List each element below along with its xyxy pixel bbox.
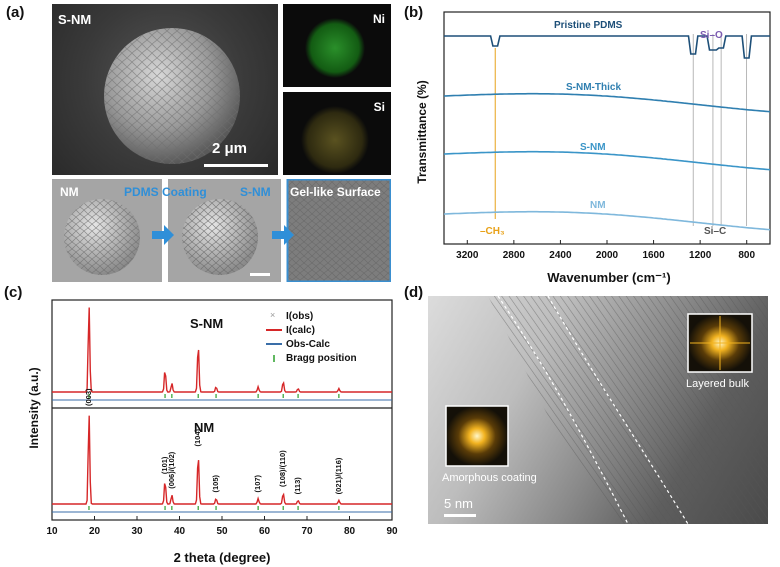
legend-label-calc: I(calc) [286,325,315,336]
si-map-label: Si [373,100,385,114]
xrd-peak-label: (113) [293,477,302,495]
bottom-snm-label: S-NM [240,185,271,199]
xrd-chart: 10 20 30 40 50 60 70 80 90 (003) (101)(006)/(102) (… [27,299,398,565]
xrd-xtick-label: 20 [89,526,101,537]
panel-b-letter: (b) [404,4,424,21]
scale-bar-label: 2 μm [212,140,248,157]
sem-main-image: S-NM 2 μm [52,4,278,175]
xrd-xtick-label: 80 [344,526,356,537]
ftir-annot-sic: Si–C [704,226,726,237]
fft-left [445,405,509,467]
panel-a-letter: (a) [6,4,25,21]
xrd-xtick-label: 90 [386,526,398,537]
ftir-xtick-label: 2000 [596,250,619,261]
sem-main-label: S-NM [58,12,92,27]
ftir-xtick-label: 3200 [456,250,479,261]
xrd-xtick-label: 10 [46,526,58,537]
xrd-xtick-label: 40 [174,526,186,537]
legend-marker-obs: × [270,310,275,320]
sem-bottom-strip: NM PDMS Coating S-NM Gel-like Surface [52,179,391,282]
tem-scale-label: 5 nm [444,496,473,511]
tem-overlay [444,296,768,524]
ftir-series-label-nm: NM [590,200,606,211]
xrd-bottom-label: NM [194,420,214,435]
xrd-xtick-label: 50 [216,526,228,537]
ftir-series [443,35,771,231]
legend-label-bragg: Bragg position [286,353,357,364]
panel-d-letter: (d) [404,284,424,301]
legend-label-obs: I(obs) [286,311,313,322]
ftir-line-0 [444,35,770,59]
xrd-peak-label: (105) [211,474,220,492]
si-map: Si [283,92,391,175]
ftir-line-3 [443,210,771,231]
xrd-xtick-label: 30 [131,526,143,537]
sem-bottom-graphics [52,179,391,282]
ftir-annot-ch3: –CH₃ [480,226,505,237]
ftir-ylabel: Transmittance (%) [415,80,429,183]
ftir-xtick-label: 1200 [689,250,712,261]
ftir-series-label-pdms: Pristine PDMS [554,20,623,31]
xrd-peak-label: (107) [253,474,262,492]
xrd-top-label: S-NM [190,316,223,331]
sem-particle [104,28,268,167]
panel-c-letter: (c) [4,284,23,301]
xrd-calc-0 [52,307,392,393]
tem-image: Layered bulk Amorphous coating 5 nm [428,296,768,524]
xrd-xlabel: 2 theta (degree) [174,550,271,565]
ftir-xtick-label: 2800 [503,250,526,261]
xrd-plot: 10 20 30 40 50 60 70 80 90 (003) (101)(006)/(102) (… [46,299,398,537]
ni-map-dots [305,18,365,78]
ftir-xtick-label: 2400 [549,250,572,261]
bottom-nm-label: NM [60,185,79,199]
xrd-peak-label: (021)/(116) [334,457,343,494]
si-map-dots [301,106,369,174]
bottom-surface-label: Gel-like Surface [290,185,381,199]
fft-left-label: Amorphous coating [442,472,537,484]
ftir-axes: 3200 2800 2400 2000 1600 1200 800 [443,11,771,261]
ftir-series-label-thick: S-NM-Thick [566,82,621,93]
xrd-ylabel: Intensity (a.u.) [27,367,41,448]
xrd-peak-label: (101) [160,456,169,474]
xrd-xtick-label: 60 [259,526,271,537]
ftir-chart: 3200 2800 2400 2000 1600 1200 800 Transmittanc… [415,11,771,285]
ftir-line-2 [443,150,771,171]
xrd-legend: × I(obs) I(calc) Obs-Calc Bragg position [266,310,357,364]
tem-scale-bar [444,514,476,517]
xrd-peak-label: (104) [193,428,202,446]
fft-right-label: Layered bulk [686,378,749,390]
ftir-line-1 [443,92,771,113]
ftir-xtick-label: 1600 [642,250,665,261]
xrd-xtick-label: 70 [301,526,313,537]
ftir-annot-sio: Si–O [700,30,723,41]
bottom-coating-label: PDMS Coating [124,185,207,199]
ni-map: Ni [283,4,391,87]
xrd-peak-label: (108)/(110) [278,450,287,487]
fft-right [687,313,753,373]
ni-map-label: Ni [373,12,385,26]
xrd-calc-1 [52,415,392,505]
ftir-xlabel: Wavenumber (cm⁻¹) [547,270,670,285]
xrd-peak-label: (003) [84,388,93,406]
legend-label-diff: Obs-Calc [286,339,330,350]
ftir-xtick-label: 800 [738,250,755,261]
ftir-series-label-snm: S-NM [580,142,606,153]
xrd-peak-label: (006)/(102) [167,451,176,489]
